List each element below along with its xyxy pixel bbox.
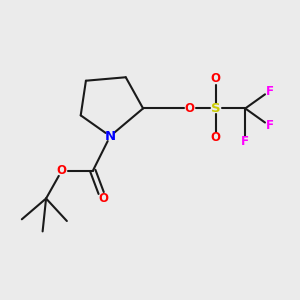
Text: O: O [185, 102, 195, 115]
Text: S: S [211, 102, 220, 115]
Text: O: O [211, 73, 221, 85]
Text: F: F [266, 119, 274, 132]
Text: O: O [57, 164, 67, 177]
Text: O: O [211, 131, 221, 144]
Text: N: N [105, 130, 116, 142]
Text: F: F [241, 135, 249, 148]
Text: F: F [266, 85, 274, 98]
Text: O: O [98, 192, 108, 205]
